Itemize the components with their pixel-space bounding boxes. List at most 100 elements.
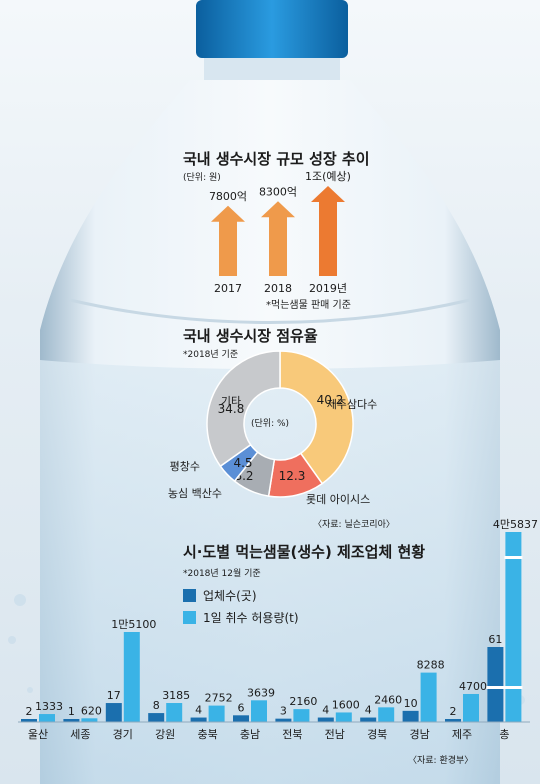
bar-capacity-label: 3639: [247, 686, 275, 699]
bar-capacity-label: 2752: [205, 692, 233, 705]
growth-year-label: 2018: [264, 282, 292, 295]
bar-companies-label: 10: [404, 697, 418, 710]
donut-slice-name: 기타: [221, 395, 241, 408]
region-label: 경기: [113, 728, 133, 741]
bar-companies: [190, 717, 207, 722]
bar-capacity-label: 1만5100: [111, 618, 156, 631]
bar-companies: [317, 717, 334, 722]
bar-capacity-label: 3185: [162, 689, 190, 702]
growth-unit: (단위: 원): [183, 172, 221, 183]
water-droplet: [14, 594, 26, 606]
region-label: 충남: [240, 728, 260, 741]
bar-companies-label: 3: [280, 705, 287, 718]
bottle-cap: [196, 0, 348, 58]
bar-capacity: [39, 714, 55, 722]
manufacturer-section: 시·도별 먹는샘물(생수) 제조업체 현황 *2018년 12월 기준 업체수(…: [18, 518, 538, 766]
bar-companies-label: 4: [195, 704, 202, 717]
growth-title: 국내 생수시장 규모 성장 추이: [183, 150, 370, 168]
bar-capacity: [208, 705, 225, 722]
donut-center-label: (단위: %): [251, 418, 289, 429]
manufacturer-source: 〈자료: 환경부〉: [408, 754, 473, 766]
region-label: 세종: [70, 728, 90, 741]
bar-companies: [402, 710, 419, 722]
bar-capacity: [251, 700, 267, 722]
growth-chart: 7800억 2017 8300억 2018 1조(예상) 2019년: [209, 170, 351, 295]
bar-companies-label: 17: [107, 689, 121, 702]
bar-companies: [487, 647, 504, 722]
bar-capacity-label: 620: [81, 704, 102, 717]
donut-slice-name: 제주삼다수: [327, 398, 378, 411]
bar-capacity: [293, 709, 310, 722]
region-label: 경북: [367, 728, 387, 741]
region-label: 강원: [155, 728, 175, 741]
bottle-ridge: [69, 298, 471, 324]
bar-capacity: [505, 532, 522, 722]
bar-break-mark: [486, 686, 523, 689]
growth-value-label: 1조(예상): [305, 170, 351, 183]
bar-companies: [105, 703, 122, 722]
share-note: *2018년 기준: [183, 349, 238, 360]
bar-companies: [233, 715, 249, 722]
growth-value-label: 7800억: [209, 190, 247, 203]
bar-capacity: [166, 703, 183, 722]
donut-value-label: 4.5: [233, 456, 252, 470]
bar-companies: [275, 718, 292, 722]
bar-capacity-label: 2460: [374, 693, 402, 706]
bar-companies-label: 6: [238, 701, 245, 714]
region-label: 충북: [197, 728, 217, 741]
donut-value-label: 40.2: [317, 393, 344, 407]
donut-slice: [279, 350, 354, 485]
bar-companies-label: 2: [450, 705, 457, 718]
share-source: 〈자료: 닐슨코리아〉: [313, 519, 395, 530]
bar-companies: [63, 719, 80, 722]
legend-swatch-companies: [183, 589, 196, 602]
manufacturer-title: 시·도별 먹는샘물(생수) 제조업체 현황: [183, 543, 425, 561]
bar-capacity: [378, 707, 395, 722]
donut-slice-name: 롯데 아이시스: [306, 493, 370, 506]
bar-companies-label: 61: [488, 633, 502, 646]
growth-note: *먹는샘물 판매 기준: [266, 299, 351, 311]
bottle-illustration: [8, 0, 525, 784]
water-droplet: [27, 687, 33, 693]
region-label: 경남: [409, 728, 429, 741]
bar-companies: [148, 713, 165, 722]
bar-capacity-label: 8288: [417, 659, 445, 672]
bar-companies: [21, 719, 37, 722]
bar-capacity: [335, 712, 352, 722]
bar-capacity-label: 1333: [35, 700, 63, 713]
bar-capacity: [463, 693, 479, 722]
bar-companies-label: 2: [26, 705, 33, 718]
bar-capacity-label: 4700: [459, 680, 487, 693]
region-label: 제주: [452, 728, 472, 741]
bar-capacity: [420, 672, 437, 722]
growth-value-label: 8300억: [259, 185, 297, 198]
legend-swatch-capacity: [183, 611, 196, 624]
water-droplet: [8, 636, 16, 644]
bar-companies-label: 4: [322, 704, 329, 717]
bar-capacity-label: 2160: [289, 695, 317, 708]
legend-label-capacity: 1일 취수 허용량(t): [203, 611, 299, 625]
bar-break-mark: [504, 556, 523, 559]
growth-year-label: 2019년: [309, 282, 347, 295]
donut-value-label: 12.3: [279, 469, 306, 483]
donut-slice: [206, 350, 281, 468]
bar-companies-label: 8: [153, 699, 160, 712]
growth-arrow: [211, 205, 245, 276]
growth-arrow: [261, 201, 295, 276]
legend-label-companies: 업체수(곳): [203, 589, 257, 603]
donut-slice-name: 농심 백산수: [168, 487, 222, 500]
region-label: 울산: [28, 728, 48, 741]
bar-capacity: [123, 632, 140, 722]
bar-companies: [360, 717, 377, 722]
donut-slice-name: 평창수: [170, 460, 200, 473]
bar-companies-label: 4: [365, 704, 372, 717]
manufacturer-note: *2018년 12월 기준: [183, 567, 261, 579]
bottle-water: [40, 360, 500, 784]
growth-arrow: [311, 186, 345, 276]
bar-capacity-label: 1600: [332, 698, 360, 711]
growth-year-label: 2017: [214, 282, 242, 295]
